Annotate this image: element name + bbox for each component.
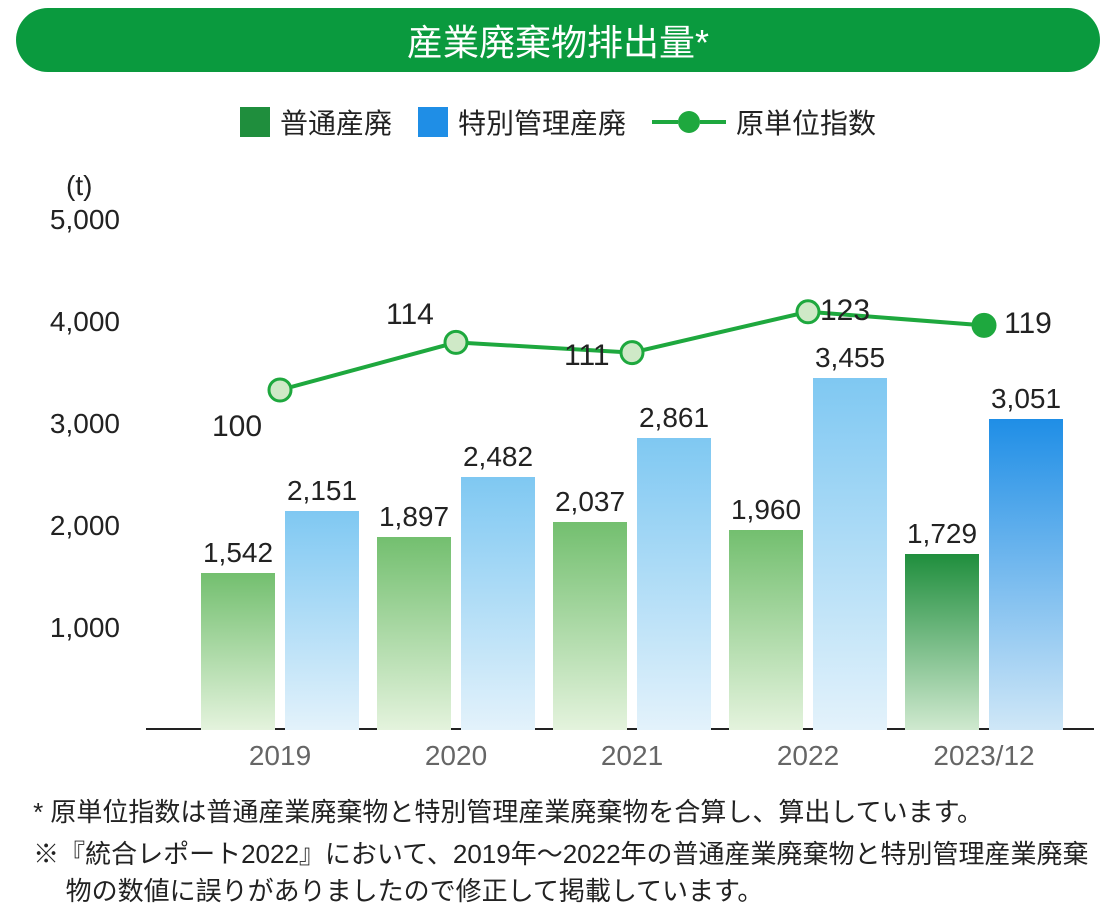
legend-label: 特別管理産廃 xyxy=(458,102,626,142)
plot-area: 1,5422,15120191,8972,48220202,0372,86120… xyxy=(150,220,1090,730)
legend-item-2: 原単位指数 xyxy=(652,102,876,142)
title-text: 産業廃棄物排出量* xyxy=(407,14,709,66)
chart-card: 産業廃棄物排出量* 普通産廃 特別管理産廃 原単位指数 (t) 1,542 2,151… xyxy=(0,0,1116,908)
bar-special xyxy=(813,378,887,730)
x-tick-label: 2023/12 xyxy=(933,740,1034,772)
x-tick-label: 2021 xyxy=(601,740,663,772)
bar-value-label: 1,897 xyxy=(379,501,449,533)
bar-normal xyxy=(729,530,803,730)
y-tick-label: 4,000 xyxy=(30,306,120,338)
bar-special xyxy=(461,477,535,730)
trend-point-label: 119 xyxy=(1004,307,1052,341)
y-tick-label: 2,000 xyxy=(30,510,120,542)
bar-value-label: 2,482 xyxy=(463,441,533,473)
bar-value-label: 2,037 xyxy=(555,486,625,518)
title-pill: 産業廃棄物排出量* xyxy=(16,8,1100,72)
trend-point xyxy=(621,342,643,364)
bar-normal xyxy=(553,522,627,730)
bar-value-label: 3,051 xyxy=(991,383,1061,415)
trend-point-label: 100 xyxy=(212,410,262,444)
bar-normal xyxy=(905,554,979,730)
bar-normal xyxy=(377,537,451,730)
x-tick-label: 2019 xyxy=(249,740,311,772)
bar-normal xyxy=(201,573,275,730)
legend-item-0: 普通産廃 xyxy=(240,102,392,142)
legend-swatch xyxy=(418,107,448,137)
bar-value-label: 1,542 xyxy=(203,537,273,569)
trend-point xyxy=(797,301,819,323)
footnotes: * 原単位指数は普通産業廃棄物と特別管理産業廃棄物を合算し、算出しています。 ※『… xyxy=(24,794,1096,911)
bar-special xyxy=(637,438,711,730)
bar-value-label: 2,151 xyxy=(287,475,357,507)
x-tick-label: 2020 xyxy=(425,740,487,772)
chart-outer: (t) 1,542 2,151 2019 1,897 2,482 2020 2,037 2,8… xyxy=(30,150,1100,780)
y-tick-label: 1,000 xyxy=(30,612,120,644)
bar-value-label: 3,455 xyxy=(815,342,885,374)
trend-point xyxy=(973,314,995,336)
trend-point xyxy=(269,379,291,401)
footnote-line: ※『統合レポート2022』において、2019年〜2022年の普通産業廃棄物と特別… xyxy=(24,836,1096,911)
bar-value-label: 1,960 xyxy=(731,494,801,526)
legend-label: 原単位指数 xyxy=(736,102,876,142)
legend-line-marker xyxy=(652,111,726,133)
x-tick-label: 2022 xyxy=(777,740,839,772)
legend-row: 普通産廃 特別管理産廃 原単位指数 xyxy=(16,102,1100,142)
footnote-line: * 原単位指数は普通産業廃棄物と特別管理産業廃棄物を合算し、算出しています。 xyxy=(24,794,1096,832)
y-tick-label: 5,000 xyxy=(30,204,120,236)
trend-point-label: 111 xyxy=(564,339,610,373)
y-unit-label: (t) xyxy=(66,170,92,202)
y-tick-label: 3,000 xyxy=(30,408,120,440)
trend-point-label: 114 xyxy=(386,298,434,332)
bar-value-label: 2,861 xyxy=(639,402,709,434)
trend-point-label: 123 xyxy=(820,294,870,328)
bar-special xyxy=(989,419,1063,730)
legend-label: 普通産廃 xyxy=(280,102,392,142)
trend-point xyxy=(445,331,467,353)
bar-special xyxy=(285,511,359,730)
bar-value-label: 1,729 xyxy=(907,518,977,550)
legend-item-1: 特別管理産廃 xyxy=(418,102,626,142)
legend-swatch xyxy=(240,107,270,137)
